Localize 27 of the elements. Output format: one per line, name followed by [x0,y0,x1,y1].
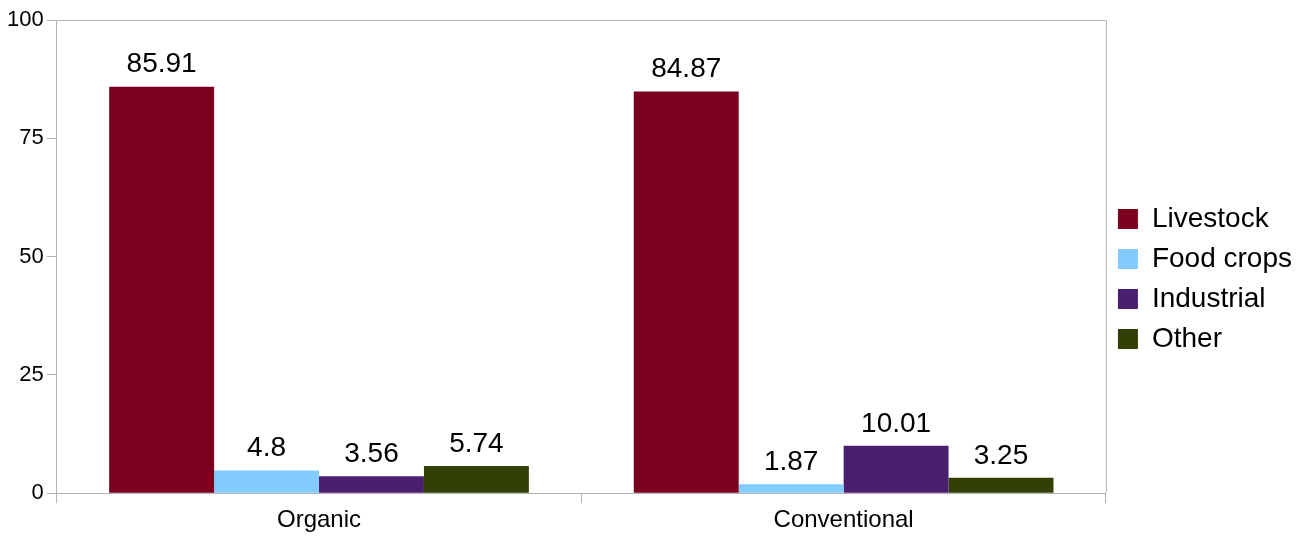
data-label: 85.91 [126,47,197,79]
y-tick-label: 0 [31,479,44,505]
bar [423,466,529,493]
bar [843,445,949,493]
y-tick-label: 25 [19,360,44,386]
y-tick-label: 75 [19,124,44,150]
data-label: 4.8 [247,431,287,463]
x-tick-label: Organic [276,505,362,533]
data-label: 10.01 [861,406,932,438]
data-label: 84.87 [651,52,722,84]
bar [948,477,1054,493]
data-label: 3.56 [344,437,399,469]
legend-label: Industrial [1151,281,1266,313]
data-label: 5.74 [449,426,504,458]
legend-label: Other [1151,321,1222,353]
bar [109,86,215,493]
legend-label: Livestock [1151,201,1270,233]
bar [738,484,844,493]
x-tick-label: Conventional [773,505,914,533]
y-tick-label: 100 [6,6,44,32]
bar [319,476,424,493]
legend-label: Food crops [1151,241,1293,273]
bar [214,470,320,493]
bar [633,91,739,493]
data-label: 1.87 [763,445,819,477]
data-label: 3.25 [973,438,1029,470]
y-tick-label: 50 [19,242,44,268]
